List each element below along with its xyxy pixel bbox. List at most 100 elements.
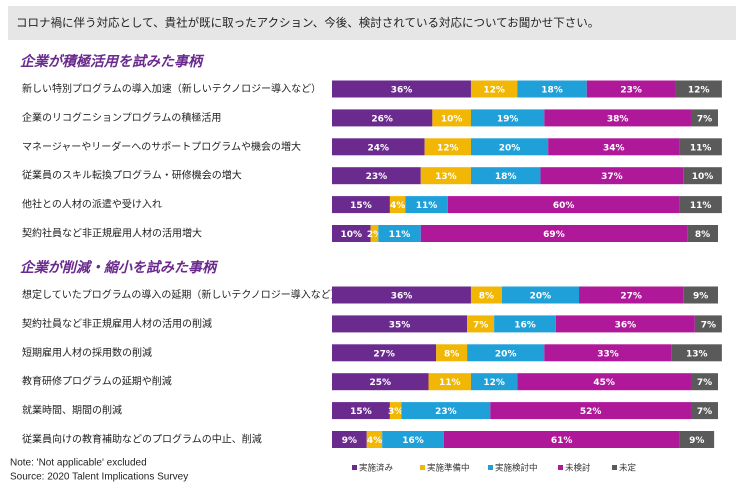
bar-segment xyxy=(690,373,718,391)
value-label: 11% xyxy=(690,201,712,211)
legend-label: 実施準備中 xyxy=(427,463,470,474)
bar-segment xyxy=(428,373,471,391)
bar-segment xyxy=(470,80,518,98)
bar-segment xyxy=(467,344,545,362)
legend-label: 未検討 xyxy=(565,463,591,474)
value-label: 9% xyxy=(342,436,357,446)
value-label: 20% xyxy=(530,292,552,302)
value-label: 10% xyxy=(341,230,363,240)
bar-segment xyxy=(501,286,580,304)
value-label: 10% xyxy=(692,172,714,182)
bar-segment xyxy=(586,80,676,98)
bar-segment xyxy=(540,167,684,185)
bar-segment xyxy=(378,225,421,242)
bar-segment xyxy=(332,315,468,333)
bar-segment xyxy=(332,373,429,391)
value-label: 18% xyxy=(541,86,563,96)
bar-segment xyxy=(382,431,444,448)
bar-segment xyxy=(470,138,549,156)
value-label: 20% xyxy=(499,143,521,153)
bar-segment xyxy=(671,344,722,362)
legend-swatch xyxy=(612,465,617,470)
value-label: 16% xyxy=(402,436,424,446)
value-label: 11% xyxy=(389,230,411,240)
bar-segment xyxy=(401,402,491,420)
legend-swatch xyxy=(420,465,425,470)
bar-segment xyxy=(490,402,691,420)
bar-segment xyxy=(675,80,722,98)
source: Source: 2020 Talent Implications Survey xyxy=(10,472,188,483)
bar-segment xyxy=(332,109,433,127)
legend-label: 未定 xyxy=(619,463,637,474)
value-label: 7% xyxy=(697,378,712,388)
category-label: 短期雇用人材の採用数の削減 xyxy=(22,346,152,359)
value-label: 60% xyxy=(553,201,575,211)
legend-swatch xyxy=(558,465,563,470)
bar-segment xyxy=(332,167,421,185)
bar-segment xyxy=(332,80,471,98)
value-label: 7% xyxy=(697,114,712,124)
value-label: 37% xyxy=(601,172,623,182)
bar-segment xyxy=(548,138,680,156)
category-label: 企業のリコグニションプログラムの積極活用 xyxy=(22,111,221,124)
bar-segment xyxy=(389,196,406,214)
value-label: 15% xyxy=(350,407,372,417)
value-label: 38% xyxy=(607,114,629,124)
bar-segment xyxy=(467,315,495,333)
category-label: 新しい特別プログラムの導入加速（新しいテクノロジー導入など） xyxy=(22,82,321,95)
bar-segment xyxy=(470,167,541,185)
bar-segment xyxy=(517,373,691,391)
bar-segment xyxy=(687,225,718,242)
bar-segment xyxy=(690,402,718,420)
value-label: 69% xyxy=(543,230,565,240)
category-label: マネージャーやリーダーへのサポートプログラムや機会の増大 xyxy=(22,140,301,153)
bar-segment xyxy=(405,196,448,214)
bar-segment xyxy=(517,80,587,98)
bar-segment xyxy=(332,225,371,242)
category-label: 従業員向けの教育補助などのプログラムの中止、削減 xyxy=(22,433,262,446)
value-label: 23% xyxy=(366,172,388,182)
value-label: 35% xyxy=(389,320,411,330)
header-title: コロナ禍に伴う対応として、貴社が既に取ったアクション、今後、検討されている対応に… xyxy=(16,16,599,30)
value-label: 36% xyxy=(391,292,413,302)
value-label: 36% xyxy=(391,86,413,96)
value-label: 33% xyxy=(597,349,619,359)
value-label: 8% xyxy=(479,292,494,302)
value-label: 61% xyxy=(551,436,573,446)
value-label: 10% xyxy=(441,114,463,124)
bar-segment xyxy=(679,196,722,214)
bar-segment xyxy=(494,315,556,333)
bar-segment xyxy=(443,431,680,448)
value-label: 19% xyxy=(497,114,519,124)
bar-segment xyxy=(579,286,684,304)
bar-segment xyxy=(679,138,722,156)
category-label: 就業時間、期間の削減 xyxy=(22,404,122,417)
bar-segment xyxy=(436,344,468,362)
category-label: 契約社員など非正規雇用人材の活用の削減 xyxy=(22,317,212,330)
legend-label: 実施済み xyxy=(359,463,394,474)
bar-segment xyxy=(447,196,680,214)
category-label: 他社との人材の派遣や受け入れ xyxy=(22,198,162,211)
category-label: 契約社員など非正規雇用人材の活用増大 xyxy=(22,227,202,240)
category-label: 従業員のスキル転換プログラム・研修機会の増大 xyxy=(22,169,242,182)
bar-segment xyxy=(544,344,672,362)
bar-segment xyxy=(683,167,722,185)
value-label: 8% xyxy=(695,230,710,240)
value-label: 27% xyxy=(620,292,642,302)
value-label: 9% xyxy=(693,292,708,302)
bar-segment xyxy=(470,109,545,127)
value-label: 12% xyxy=(437,143,459,153)
header-box xyxy=(8,6,736,40)
legend-swatch xyxy=(352,465,357,470)
value-label: 12% xyxy=(483,86,505,96)
value-label: 26% xyxy=(371,114,393,124)
bar-segment xyxy=(683,286,718,304)
bar-segment xyxy=(332,402,390,420)
bar-segment xyxy=(470,373,518,391)
bar-segment xyxy=(679,431,715,448)
note: Note: 'Not applicable' excluded xyxy=(10,458,147,469)
value-label: 52% xyxy=(580,407,602,417)
bar-segment xyxy=(420,225,688,242)
value-label: 12% xyxy=(483,378,505,388)
bar-segment xyxy=(389,402,402,420)
